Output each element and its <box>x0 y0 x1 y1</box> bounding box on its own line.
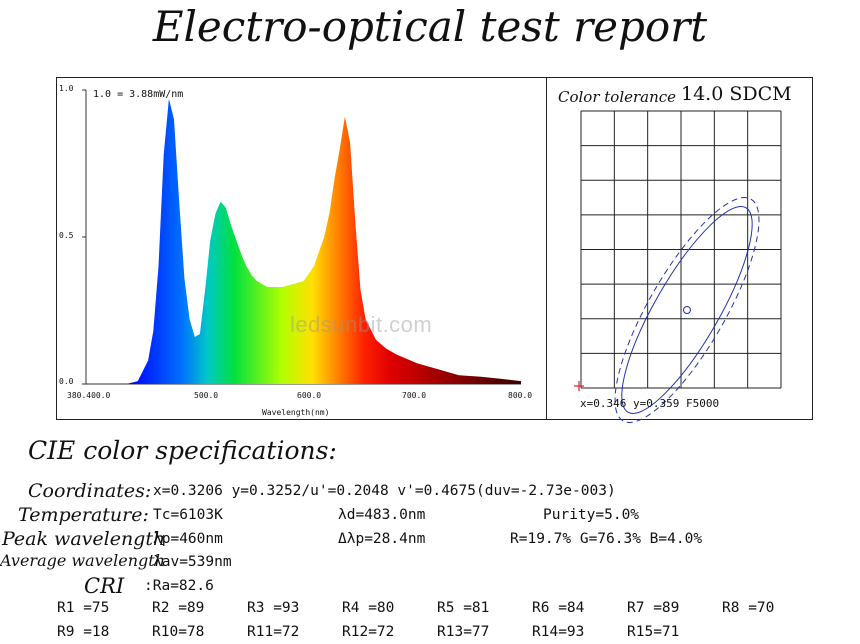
purity: Purity=5.0% <box>543 507 640 523</box>
x-tick-label: 380.400.0 <box>67 391 111 400</box>
average-wavelength-label: Average wavelength <box>0 551 166 570</box>
cri-value-cell: R13=77 <box>437 624 490 640</box>
coordinates-label: Coordinates: <box>28 480 152 502</box>
cri-value-cell: R11=72 <box>247 624 300 640</box>
temperature-value: Tc=6103K <box>153 507 223 523</box>
spectrum-area <box>86 98 521 385</box>
cri-value-cell: R9 =18 <box>57 624 110 640</box>
tolerance-ellipse-inner <box>621 206 753 414</box>
report-title: Electro-optical test report <box>152 2 708 51</box>
y-tick-label: 0.5 <box>59 231 74 240</box>
cri-value-cell: R6 =84 <box>532 600 585 616</box>
scale-note: 1.0 = 3.88mW/nm <box>93 89 184 100</box>
x-tick-label: 800.0 <box>508 391 533 400</box>
peak-wavelength-value: λp=460nm <box>153 531 223 547</box>
temperature-label: Temperature: <box>18 504 149 526</box>
cri-value-cell: R3 =93 <box>247 600 300 616</box>
tolerance-ellipse-outer <box>614 197 760 423</box>
cri-value-cell: R15=71 <box>627 624 680 640</box>
watermark: ledsunbit.com <box>290 312 433 337</box>
cri-value-cell: R4 =80 <box>342 600 395 616</box>
cri-value-cell: R14=93 <box>532 624 585 640</box>
chromaticity-readout: x=0.346 y=0.359 F5000 <box>580 397 720 410</box>
cri-label: CRI <box>84 574 125 598</box>
chromaticity-point <box>683 306 691 314</box>
half-width: Δλp=28.4nm <box>338 531 426 547</box>
panel-divider <box>546 77 547 420</box>
coordinates-value: x=0.3206 y=0.3252/u'=0.2048 v'=0.4675(du… <box>153 483 616 499</box>
cri-value: :Ra=82.6 <box>144 578 214 594</box>
x-tick-label: 600.0 <box>297 391 322 400</box>
y-tick-label: 1.0 <box>59 84 74 93</box>
cri-value-cell: R12=72 <box>342 624 395 640</box>
average-wavelength-value: λav=539nm <box>153 554 232 570</box>
x-tick-label: 700.0 <box>402 391 427 400</box>
x-tick-label: 500.0 <box>194 391 219 400</box>
cri-value-cell: R5 =81 <box>437 600 490 616</box>
cri-value-cell: R1 =75 <box>57 600 110 616</box>
peak-wavelength-label: Peak wavelength <box>2 528 166 550</box>
rgb-ratio: R=19.7% G=76.3% B=4.0% <box>510 531 703 547</box>
cri-value-cell: R10=78 <box>152 624 205 640</box>
dominant-wavelength: λd=483.0nm <box>338 507 426 523</box>
cri-value-cell: R2 =89 <box>152 600 205 616</box>
color-tolerance-title: Color tolerance <box>558 88 677 106</box>
cri-value-cell: R8 =70 <box>722 600 775 616</box>
sdcm-value: 14.0 SDCM <box>681 83 792 105</box>
x-axis-label: Wavelength(nm) <box>262 408 330 417</box>
y-tick-label: 0.0 <box>59 377 74 386</box>
cri-value-cell: R7 =89 <box>627 600 680 616</box>
cie-heading: CIE color specifications: <box>28 436 337 465</box>
